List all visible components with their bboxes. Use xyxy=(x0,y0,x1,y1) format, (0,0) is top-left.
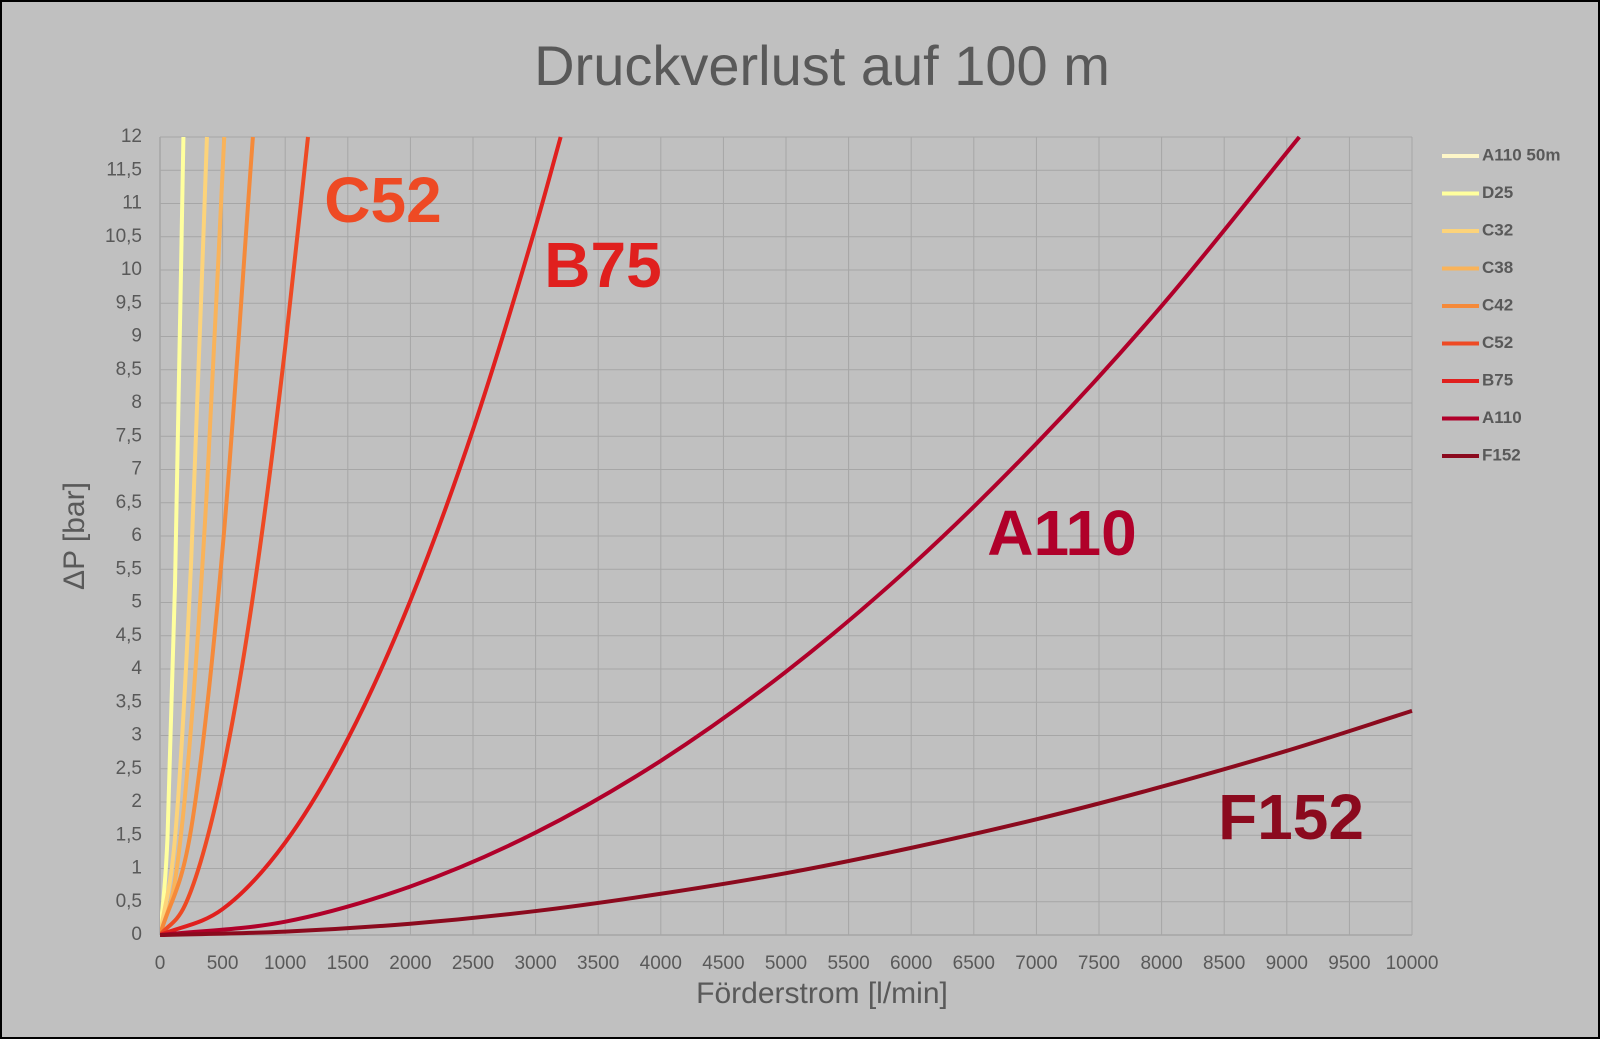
series-line xyxy=(160,136,563,937)
legend-label: A110 50m xyxy=(1482,145,1560,164)
y-tick-label: 6 xyxy=(131,525,142,546)
legend-label: A110 xyxy=(1482,408,1522,427)
legend-label: C52 xyxy=(1482,333,1513,352)
x-tick-label: 1500 xyxy=(327,953,369,974)
series-line xyxy=(160,136,209,936)
x-tick-label: 5500 xyxy=(827,953,869,974)
series-line xyxy=(160,136,227,936)
legend-label: C38 xyxy=(1482,258,1513,277)
x-tick-label: 8000 xyxy=(1140,953,1182,974)
y-tick-label: 10,5 xyxy=(105,226,142,247)
x-tick-label: 0 xyxy=(155,953,166,974)
y-tick-label: 8 xyxy=(131,392,142,413)
y-tick-label: 3 xyxy=(131,725,142,746)
x-tick-label: 2000 xyxy=(389,953,431,974)
legend-label: C32 xyxy=(1482,220,1513,239)
x-tick-label: 5000 xyxy=(765,953,807,974)
series-line xyxy=(160,708,1413,937)
annotation: B75 xyxy=(544,229,661,301)
y-tick-label: 12 xyxy=(121,126,142,147)
y-tick-label: 6,5 xyxy=(116,492,142,513)
x-tick-label: 500 xyxy=(207,953,239,974)
annotation: A110 xyxy=(987,497,1136,569)
x-tick-label: 10000 xyxy=(1386,953,1439,974)
y-tick-label: 7 xyxy=(131,459,142,480)
legend-label: B75 xyxy=(1482,370,1513,389)
y-tick-label: 5 xyxy=(131,592,142,613)
legend-label: C42 xyxy=(1482,295,1513,314)
x-tick-label: 9000 xyxy=(1266,953,1308,974)
y-tick-label: 11,5 xyxy=(106,159,142,180)
y-tick-label: 1 xyxy=(131,858,142,879)
x-tick-label: 3500 xyxy=(577,953,619,974)
x-tick-label: 4500 xyxy=(702,953,744,974)
y-tick-label: 10 xyxy=(121,259,142,280)
y-tick-label: 5,5 xyxy=(116,558,142,579)
y-tick-label: 4 xyxy=(131,658,142,679)
y-axis-label: ΔP [bar] xyxy=(58,482,91,590)
series-line xyxy=(160,136,186,936)
y-tick-label: 2,5 xyxy=(116,758,142,779)
x-tick-label: 7500 xyxy=(1078,953,1120,974)
y-tick-label: 4,5 xyxy=(116,625,142,646)
x-tick-label: 4000 xyxy=(640,953,682,974)
x-tick-label: 8500 xyxy=(1203,953,1245,974)
chart-title: Druckverlust auf 100 m xyxy=(534,34,1110,97)
y-tick-label: 8,5 xyxy=(116,359,142,380)
y-tick-label: 0,5 xyxy=(116,891,142,912)
x-tick-label: 1000 xyxy=(264,953,306,974)
x-tick-label: 2500 xyxy=(452,953,494,974)
y-tick-label: 3,5 xyxy=(116,691,142,712)
series-line xyxy=(160,135,1301,937)
series-line xyxy=(160,136,310,937)
y-tick-label: 9,5 xyxy=(116,292,142,313)
annotation: F152 xyxy=(1218,781,1364,853)
y-tick-label: 11 xyxy=(122,193,142,214)
y-tick-label: 1,5 xyxy=(116,824,142,845)
x-tick-label: 6000 xyxy=(890,953,932,974)
y-tick-label: 9 xyxy=(131,326,142,347)
y-tick-label: 7,5 xyxy=(116,425,142,446)
legend-label: F152 xyxy=(1482,445,1521,464)
legend-label: D25 xyxy=(1482,183,1513,202)
x-axis-label: Förderstrom [l/min] xyxy=(696,977,948,1010)
y-tick-label: 2 xyxy=(131,791,142,812)
x-tick-label: 7000 xyxy=(1015,953,1057,974)
x-tick-label: 6500 xyxy=(953,953,995,974)
annotation: C52 xyxy=(324,164,441,236)
y-tick-label: 0 xyxy=(131,924,142,945)
x-tick-label: 3000 xyxy=(514,953,556,974)
series-line xyxy=(160,136,255,936)
x-tick-label: 9500 xyxy=(1328,953,1370,974)
